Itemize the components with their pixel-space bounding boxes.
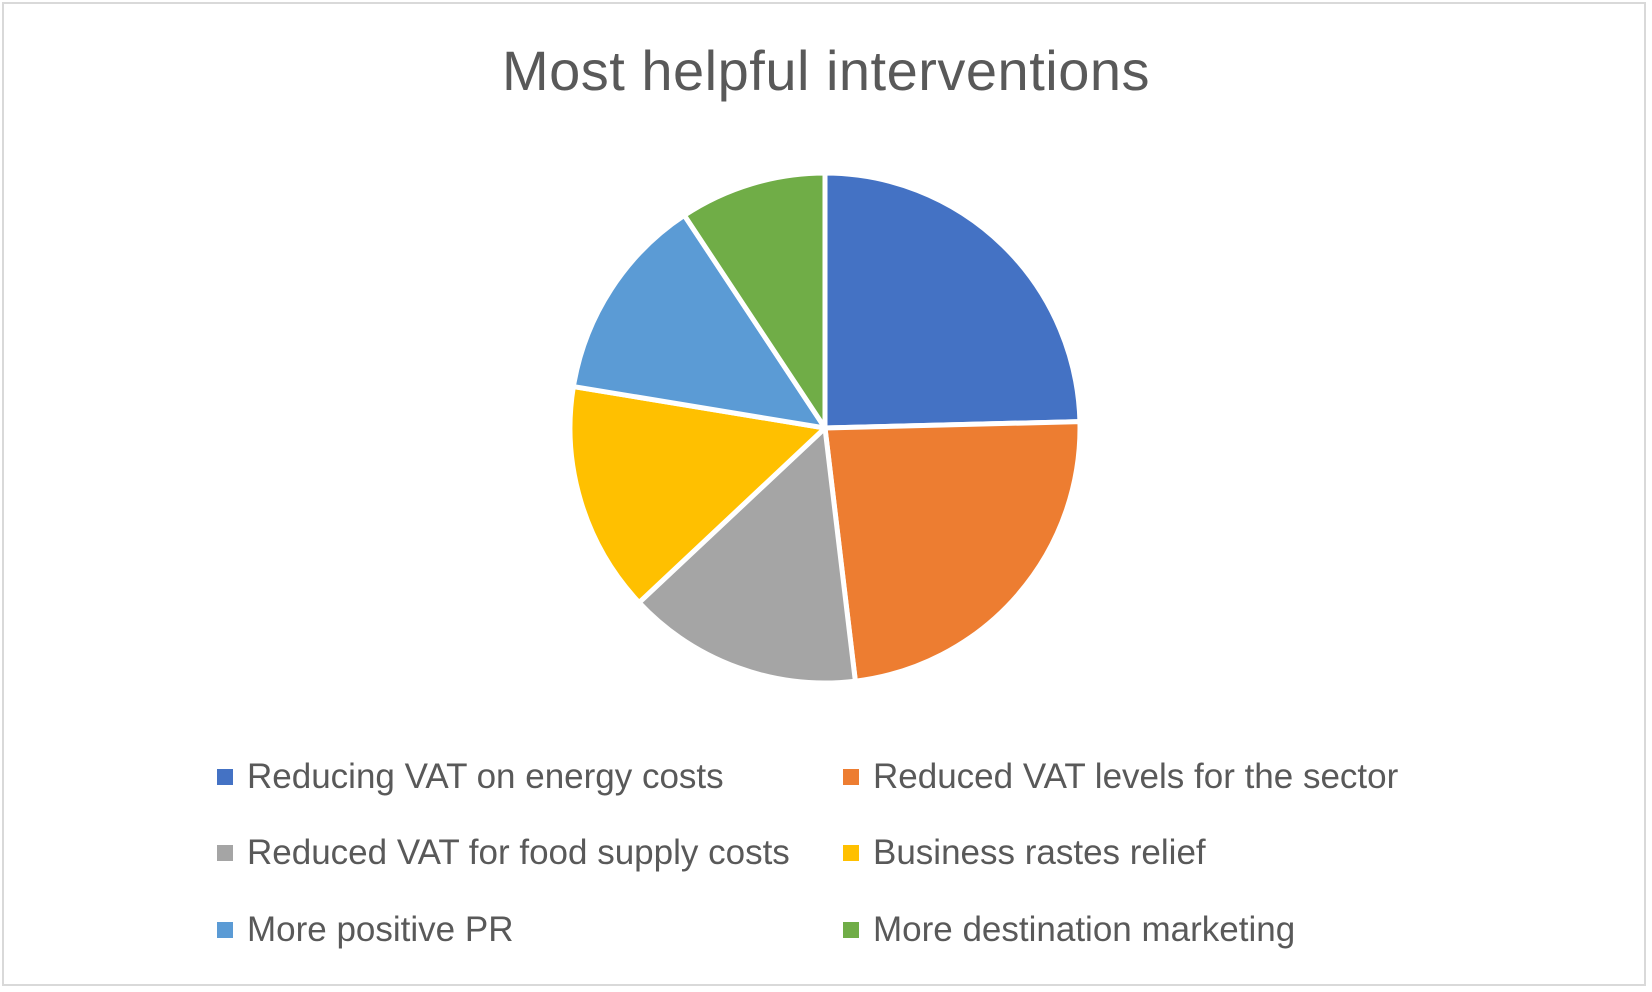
chart-title: Most helpful interventions — [501, 39, 1150, 102]
pie-slice-food — [636, 425, 858, 686]
pie-slice-destination-marketing — [681, 170, 828, 431]
pie-slice-energy — [822, 170, 1083, 431]
pie-slice-business-rates — [567, 384, 828, 606]
pie-slice-sector — [822, 419, 1083, 684]
pie-slice-positive-pr — [570, 212, 828, 431]
